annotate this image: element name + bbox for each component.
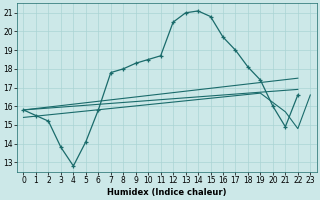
- X-axis label: Humidex (Indice chaleur): Humidex (Indice chaleur): [107, 188, 227, 197]
